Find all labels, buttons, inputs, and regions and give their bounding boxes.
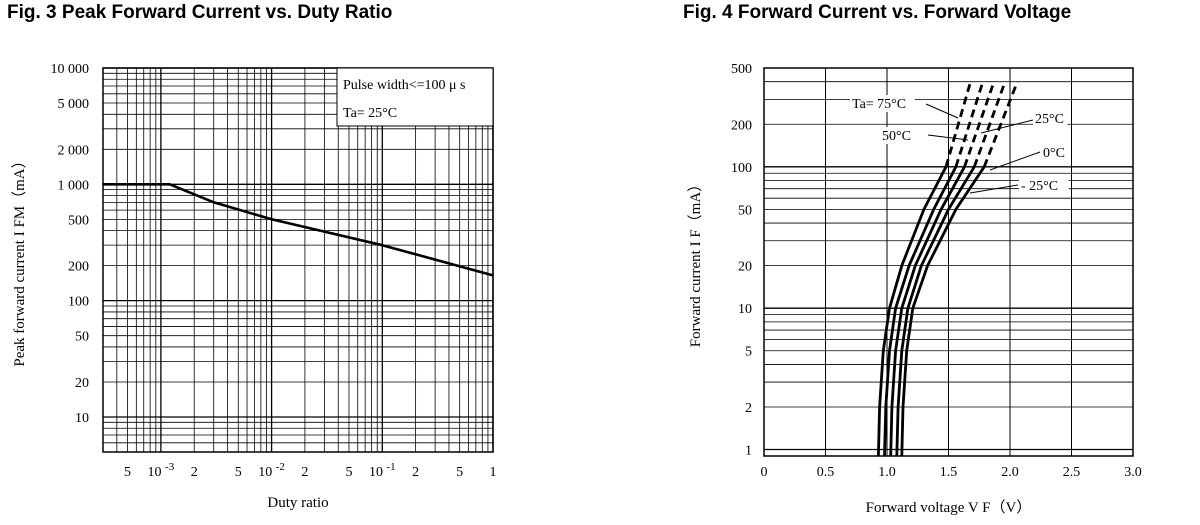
fig3-x-tick: 5 [235,465,242,480]
fig3-y-tick: 1 000 [58,178,90,193]
fig3-x-tick: 1 [490,465,497,480]
fig4-y-tick: 20 [738,260,752,275]
fig4-x-axis-label: Forward voltage V F（V） [866,499,1032,516]
fig4-label-bg [850,95,915,112]
fig4-label-leader [927,134,969,141]
fig3-frame [102,67,494,453]
fig3-x-tick: 5 [345,465,352,480]
fig4-y-axis-label: Forward current I F（mA） [687,177,704,347]
fig3-x-axis-label: Duty ratio [267,495,328,511]
fig4-series-label: 25°C [1035,112,1064,127]
fig4-series-dashed-2 [963,81,996,168]
fig3-x-tick: 10 -2 [258,461,285,480]
fig4-label-bg [880,127,915,144]
fig4-series-label: 0°C [1043,146,1065,161]
fig4-series-dashed-3 [972,81,1007,168]
fig4-frame [763,67,1134,457]
fig3-x-tick: 5 [456,465,463,480]
fig4-series-solid-0 [877,166,948,457]
fig4-y-tick: 2 [745,401,752,416]
fig4-series-dashed-4 [982,81,1019,168]
fig4-x-tick: 0.5 [817,465,835,480]
fig3-y-tick: 5 000 [58,97,90,112]
fig4-series-dashed-1 [954,81,985,168]
fig4-label-leader [989,151,1041,171]
fig4-series-label: Ta= 75°C [852,97,906,112]
fig4-x-tick: 1.0 [878,465,896,480]
fig4-x-tick: 3.0 [1124,465,1142,480]
fig3-title: Fig. 3 Peak Forward Current vs. Duty Rat… [7,2,393,23]
fig3-series-line [103,183,494,277]
fig3-x-tick: 2 [412,465,419,480]
fig4-series-solid-1 [883,166,958,457]
fig3-y-tick: 10 000 [51,62,90,77]
fig3-y-tick: 100 [68,295,89,310]
fig3-y-tick: 2 000 [58,143,90,158]
fig4-plot: Ta= 75°C 50°C 25°C 0°C - 25°C [763,67,1134,457]
fig4-title: Fig. 4 Forward Current vs. Forward Volta… [683,2,1072,23]
fig3-x-tick: 2 [191,465,198,480]
fig3-y-tick: 200 [68,260,89,275]
fig4-label-leader [925,103,959,119]
fig3-x-tick: 5 [124,465,131,480]
fig4-y-tick: 1 [745,444,752,459]
fig4-x-tick: 2.0 [1001,465,1019,480]
fig3-legend-box [336,67,494,127]
fig4-y-tick: 200 [731,118,752,133]
fig4-y-tick: 5 [745,345,752,360]
fig4-y-tick: 10 [738,302,752,317]
fig4-x-tick: 1.5 [940,465,958,480]
fig4-x-tick: 0 [761,465,768,480]
fig3-pulse-width-note: Pulse width<=100 μ s [343,78,465,93]
fig3-x-tick: 10 -1 [369,461,396,480]
fig4-x-tick: 2.5 [1063,465,1081,480]
fig4-series-solid-2 [889,166,966,457]
fig4-series-dashed-0 [944,81,972,168]
fig3-y-tick: 50 [75,330,89,345]
fig3-y-tick: 500 [68,213,89,228]
fig4-series-label: 50°C [882,129,911,144]
fig4-series-solid-3 [895,166,976,457]
fig4-label-bg [1019,177,1069,194]
fig4-label-leader [969,184,1019,194]
fig4-series-solid-4 [900,166,986,457]
fig4-label-bg [1041,144,1068,161]
fig3-ta-note: Ta= 25°C [343,106,397,121]
fig4-label-bg [1033,110,1068,127]
fig3-y-tick: 10 [75,411,89,426]
fig4-y-tick: 50 [738,203,752,218]
fig4-y-tick: 500 [731,62,752,77]
fig3-x-tick: 2 [301,465,308,480]
fig3-plot: Pulse width<=100 μ s Ta= 25°C [102,67,494,453]
fig4-label-leader [980,119,1034,134]
fig4-y-tick: 100 [731,161,752,176]
fig3-y-axis-label: Peak forward current I FM（mA） [11,153,28,366]
fig3-y-tick: 20 [75,376,89,391]
fig3-x-tick: 10 -3 [148,461,175,480]
fig4-series-label: - 25°C [1021,179,1058,194]
